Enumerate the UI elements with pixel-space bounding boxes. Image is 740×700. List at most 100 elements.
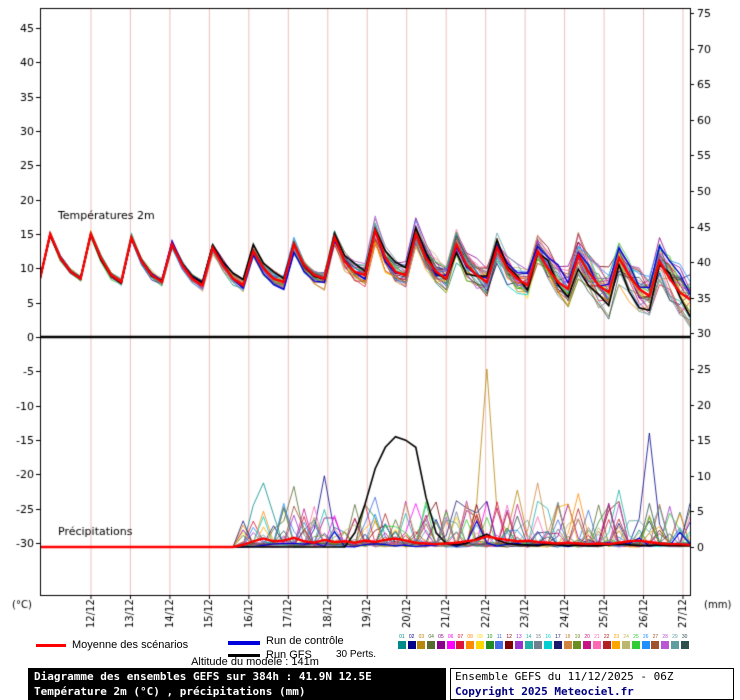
pert-number: 01 (399, 634, 405, 640)
pert-number: 14 (525, 634, 532, 640)
pert-number: 15 (535, 634, 542, 640)
pert-number: 10 (486, 634, 493, 640)
pert-number: 27 (652, 634, 659, 640)
pert-cell: 23 (612, 634, 622, 649)
pert-cell: 17 (553, 634, 563, 649)
pert-number: 04 (428, 634, 434, 640)
pert-cell: 25 (631, 634, 641, 649)
ensemble-meteogram-canvas (0, 0, 740, 632)
pert-number: 25 (633, 634, 639, 640)
pert-color-swatch (456, 641, 465, 649)
pert-color-swatch (573, 641, 582, 649)
pert-cell: 20 (582, 634, 592, 649)
mean-line-swatch (36, 644, 66, 647)
pert-color-swatch (651, 641, 660, 649)
pert-cell: 14 (524, 634, 534, 649)
pert-number: 22 (603, 634, 610, 640)
pert-cell: 03 (417, 634, 427, 649)
pert-number: 03 (418, 634, 425, 640)
pert-number: 26 (642, 634, 649, 640)
pert-number: 16 (545, 634, 551, 640)
pert-color-swatch (641, 641, 650, 649)
pert-cell: 02 (407, 634, 417, 649)
pert-number: 19 (574, 634, 581, 640)
pert-cell: 27 (651, 634, 661, 649)
pert-cell: 05 (436, 634, 446, 649)
perturbation-legend: 01 02 03 04 05 06 07 08 09 10 11 12 13 14 15 16 17 18 19 20… (397, 634, 690, 649)
pert-cell: 09 (475, 634, 485, 649)
gfs-line-swatch (228, 654, 260, 657)
pert-number: 18 (564, 634, 571, 640)
pert-cell: 06 (446, 634, 456, 649)
model-altitude-label: Altitude du modele : 141m (191, 656, 319, 668)
pert-cell: 19 (573, 634, 583, 649)
copyright: Copyright 2025 Meteociel.fr (455, 685, 634, 698)
pert-number: 07 (457, 634, 464, 640)
pert-color-swatch (563, 641, 572, 649)
pert-cell: 04 (426, 634, 436, 649)
mean-label: Moyenne des scénarios (72, 639, 189, 651)
pert-number: 17 (555, 634, 561, 640)
pert-number: 29 (672, 634, 678, 640)
control-label: Run de contrôle (266, 635, 344, 647)
run-info: Ensemble GEFS du 11/12/2025 - 06Z (455, 670, 674, 683)
pert-color-swatch (407, 641, 416, 649)
pert-number: 02 (408, 634, 415, 640)
pert-cell: 07 (456, 634, 466, 649)
pert-number: 23 (613, 634, 620, 640)
pert-color-swatch (534, 641, 543, 649)
pert-cell: 29 (670, 634, 680, 649)
pert-number: 28 (662, 634, 668, 640)
run-info-box: Ensemble GEFS du 11/12/2025 - 06Z Copyri… (450, 668, 734, 700)
pert-color-swatch (631, 641, 640, 649)
pert-number: 13 (516, 634, 522, 640)
pert-color-swatch (544, 641, 553, 649)
chart-subtitle: Température 2m (°C) , précipitations (mm… (34, 685, 306, 698)
pert-color-swatch (417, 641, 426, 649)
pert-color-swatch (622, 641, 631, 649)
pert-number: 08 (467, 634, 473, 640)
control-line-swatch (228, 641, 260, 645)
pert-color-swatch (592, 641, 601, 649)
pert-color-swatch (553, 641, 562, 649)
pert-cell: 13 (514, 634, 524, 649)
pert-cell: 21 (592, 634, 602, 649)
pert-cell: 30 (680, 634, 690, 649)
pert-cell: 18 (563, 634, 573, 649)
pert-color-swatch (505, 641, 514, 649)
footer: Diagramme des ensembles GEFS sur 384h : … (0, 668, 740, 700)
pert-number: 24 (623, 634, 629, 640)
pert-color-swatch (661, 641, 670, 649)
pert-color-swatch (514, 641, 523, 649)
pert-number: 20 (584, 634, 590, 640)
pert-color-swatch (612, 641, 621, 649)
pert-color-swatch (602, 641, 611, 649)
legend: Moyenne des scénarios Run de contrôle Ru… (0, 632, 740, 668)
pert-number: 11 (496, 634, 502, 640)
pert-cell: 10 (485, 634, 495, 649)
pert-color-swatch (495, 641, 504, 649)
gfs-label: Run GFS (266, 649, 312, 661)
pert-number: 06 (447, 634, 454, 640)
pert-cell: 28 (660, 634, 670, 649)
pert-cell: 16 (543, 634, 553, 649)
pert-color-swatch (583, 641, 592, 649)
pert-color-swatch (427, 641, 436, 649)
pert-number: 12 (506, 634, 512, 640)
pert-cell: 15 (534, 634, 544, 649)
pert-color-swatch (397, 641, 406, 649)
chart-title-box: Diagramme des ensembles GEFS sur 384h : … (28, 668, 446, 700)
pert-cell: 01 (397, 634, 407, 649)
pert-color-swatch (446, 641, 455, 649)
pert-number: 21 (594, 634, 600, 640)
pert-color-swatch (466, 641, 475, 649)
pert-color-swatch (475, 641, 484, 649)
pert-color-swatch (436, 641, 445, 649)
pert-color-swatch (524, 641, 533, 649)
pert-number: 05 (438, 634, 444, 640)
pert-cell: 08 (465, 634, 475, 649)
pert-cell: 24 (621, 634, 631, 649)
pert-cell: 22 (602, 634, 612, 649)
perts-count-label: 30 Perts. (336, 649, 377, 660)
